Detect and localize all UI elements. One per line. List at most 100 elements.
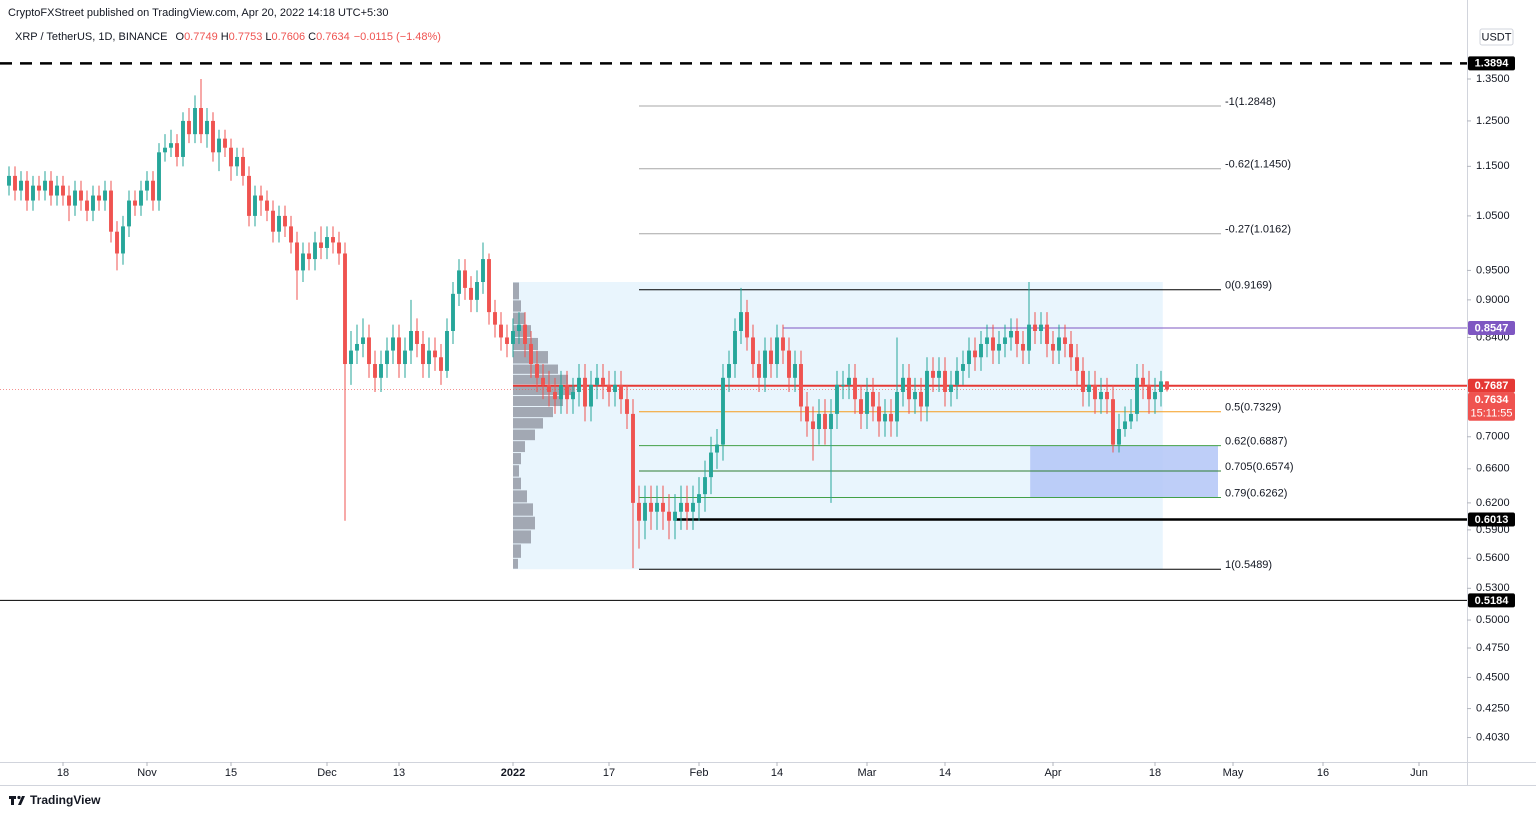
candle-body	[427, 350, 431, 365]
volume-profile-bar	[513, 544, 521, 558]
y-tick-label: 0.5600	[1476, 552, 1510, 564]
candle-body	[157, 152, 161, 201]
candle-body	[961, 364, 965, 371]
candle-body	[871, 391, 875, 407]
candle-body	[163, 147, 167, 153]
candle-body	[337, 242, 341, 254]
candle-body	[121, 226, 125, 254]
candle-body	[745, 312, 749, 338]
candle-body	[217, 138, 221, 153]
candle-body	[1009, 331, 1013, 338]
candle-body	[361, 337, 365, 344]
candle-body	[859, 399, 863, 414]
y-tick-label: 1.2500	[1476, 115, 1510, 127]
candle-body	[1081, 370, 1085, 392]
candle-body	[235, 156, 239, 167]
x-tick-label: 14	[939, 767, 951, 779]
volume-profile-bar	[513, 503, 533, 516]
candle-body	[1051, 343, 1055, 351]
volume-profile-bar	[513, 325, 531, 337]
plot: -1(1.2848) -0.62(1.1450) -0.27(1.0162) 0(0.…	[0, 62, 1467, 601]
candle-body	[685, 502, 689, 512]
candle-body	[679, 502, 683, 512]
candle-body	[283, 215, 287, 227]
price-tag	[1468, 321, 1515, 336]
candle-body	[673, 511, 677, 521]
x-tick-label: 15	[225, 767, 237, 779]
candle-body	[541, 377, 545, 385]
volume-profile-bar	[513, 477, 521, 490]
candle-body	[277, 215, 281, 232]
y-tick-label: 0.6200	[1476, 497, 1510, 509]
candle-body	[829, 413, 833, 430]
candle-body	[73, 190, 77, 206]
candle-body	[79, 190, 83, 201]
candle-body	[25, 180, 29, 201]
candle-body	[259, 195, 263, 201]
fib-label: -0.62(1.1450)	[1225, 159, 1291, 171]
candle-body	[379, 364, 383, 378]
x-tick-label: 2022	[501, 767, 525, 779]
price-tag-label: 0.8547	[1475, 322, 1509, 334]
candle-body	[517, 324, 521, 332]
candle-body	[631, 413, 635, 503]
candle-body	[955, 370, 959, 385]
candle-body	[877, 406, 881, 422]
candle-body	[319, 242, 323, 248]
candle-body	[391, 337, 395, 351]
volume-profile-bar	[513, 406, 553, 418]
x-tick-label: 18	[1149, 767, 1161, 779]
candle-body	[559, 384, 563, 400]
candle-body	[697, 494, 701, 503]
y-tick-label: 0.4030	[1476, 731, 1510, 743]
candle-body	[181, 120, 185, 157]
candle-body	[721, 377, 725, 445]
candle-body	[823, 413, 827, 430]
candle-body	[811, 421, 815, 430]
candle-body	[67, 195, 71, 206]
candle-body	[247, 175, 251, 216]
candle-body	[133, 200, 137, 206]
symbol: XRP / TetherUS, 1D, BINANCE	[15, 31, 168, 43]
candle-body	[1147, 384, 1151, 400]
ohlc-value: 0.7749	[184, 31, 218, 43]
candle-body	[733, 331, 737, 365]
candle-body	[463, 270, 467, 288]
candle-body	[193, 108, 197, 135]
candle-body	[907, 377, 911, 400]
x-tick-label: 14	[771, 767, 783, 779]
candle-body	[397, 337, 401, 365]
candle-body	[991, 337, 995, 351]
candle-body	[853, 377, 857, 400]
candle-body	[1063, 337, 1067, 344]
candle-body	[739, 312, 743, 332]
candle-body	[187, 120, 191, 135]
price-tag	[1468, 378, 1515, 393]
x-tick-label: Feb	[690, 767, 709, 779]
candle-body	[1021, 343, 1025, 351]
candle-body	[43, 180, 47, 191]
x-tick-label: 18	[57, 767, 69, 779]
candle-body	[715, 444, 719, 453]
candle-body	[1153, 391, 1157, 400]
candle-body	[1099, 391, 1103, 400]
candle-body	[313, 242, 317, 260]
volume-profile-bar	[513, 530, 531, 544]
candle-body	[1105, 391, 1109, 400]
candle-body	[289, 226, 293, 243]
price-tag-label: 0.5184	[1475, 595, 1510, 607]
candle-body	[655, 502, 659, 512]
volume-profile-bar	[513, 282, 519, 300]
candle-body	[85, 200, 89, 211]
candle-body	[1159, 381, 1163, 392]
candle-body	[1117, 429, 1121, 445]
candle-body	[1087, 384, 1091, 392]
candle-body	[325, 237, 329, 248]
candle-body	[271, 210, 275, 232]
ohlc-label: L	[265, 31, 272, 43]
candle-body	[241, 156, 245, 176]
candle-body	[595, 377, 599, 385]
candle-body	[889, 413, 893, 422]
candle-body	[199, 108, 203, 135]
candle-body	[901, 377, 905, 392]
